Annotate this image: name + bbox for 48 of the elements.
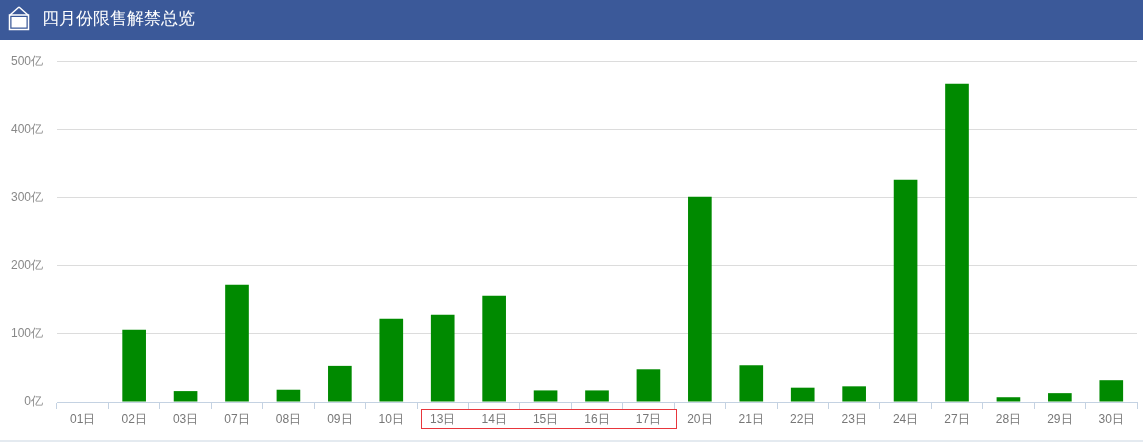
x-tick-label: 24日	[892, 411, 919, 426]
x-tick-label: 30日	[1098, 411, 1124, 426]
bar	[996, 397, 1021, 402]
x-tick-label: 23日	[841, 411, 867, 426]
bar	[276, 389, 301, 402]
bar	[430, 314, 455, 402]
x-tick-label: 03日	[172, 411, 199, 426]
bar	[585, 390, 609, 402]
bar	[533, 390, 558, 402]
bar	[636, 369, 661, 402]
bar	[122, 329, 146, 402]
x-tick-label: 22日	[790, 411, 816, 426]
bar	[945, 83, 969, 402]
y-tick-label: 300亿	[10, 189, 43, 204]
bar	[842, 386, 866, 402]
y-tick-label: 0亿	[24, 394, 43, 409]
bar	[790, 387, 815, 402]
y-tick-label: 100亿	[10, 326, 43, 341]
x-tick-label: 10日	[378, 411, 404, 426]
bar	[482, 295, 506, 402]
x-tick-label: 20日	[687, 411, 713, 426]
bar	[328, 365, 352, 402]
x-tick-label: 21日	[738, 411, 764, 426]
bar	[1099, 380, 1124, 402]
chart-title: 四月份限售解禁总览	[42, 8, 195, 30]
y-tick-label: 500亿	[10, 53, 43, 68]
x-tick-label: 14日	[481, 411, 507, 426]
x-tick-label: 07日	[224, 411, 250, 426]
y-tick-label: 200亿	[10, 257, 43, 272]
x-tick-label: 08日	[275, 411, 302, 426]
x-tick-label: 15日	[532, 411, 559, 426]
x-tick-label: 27日	[944, 411, 970, 426]
bar	[225, 284, 249, 402]
x-tick-label: 16日	[584, 411, 610, 426]
x-tick-label: 09日	[327, 411, 353, 426]
bar	[379, 318, 404, 402]
bar	[1048, 393, 1072, 402]
x-tick-label: 17日	[635, 411, 662, 426]
x-tick-label: 13日	[430, 411, 456, 426]
bar	[893, 179, 918, 402]
bar	[173, 391, 198, 402]
bar	[688, 196, 712, 402]
bar	[739, 365, 764, 402]
x-tick-label: 01日	[70, 411, 96, 426]
x-tick-label: 02日	[121, 411, 147, 426]
x-tick-label: 28日	[995, 411, 1022, 426]
x-tick-label: 29日	[1047, 411, 1073, 426]
y-tick-label: 400亿	[10, 121, 43, 136]
